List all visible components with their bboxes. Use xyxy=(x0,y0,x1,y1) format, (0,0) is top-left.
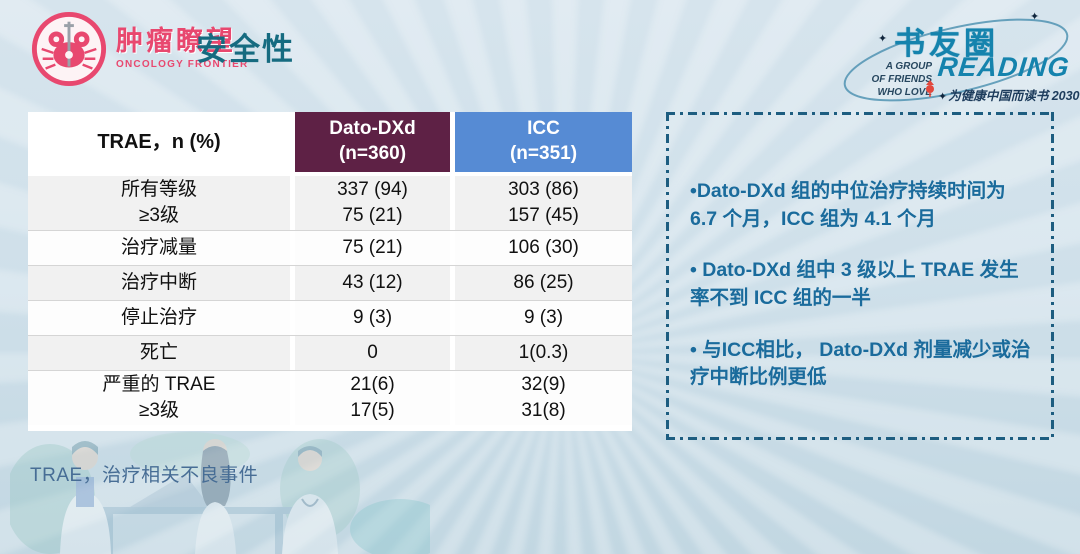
tagline-line: OF FRIENDS xyxy=(871,74,932,85)
table-row: 死亡 0 1(0.3) xyxy=(28,336,632,371)
cell-line: 75 (21) xyxy=(342,205,403,226)
cell-dato: 337 (94) 75 (21) xyxy=(295,176,450,230)
summary-panel: •Dato-DXd 组的中位治疗持续时间为 6.7 个月，ICC 组为 4.1 … xyxy=(666,112,1054,440)
cell-line: 死亡 xyxy=(139,342,178,363)
ellipse-swoosh-icon xyxy=(843,18,1069,102)
cell-line: 所有等级 xyxy=(120,179,197,200)
table-row: 治疗中断 43 (12) 86 (25) xyxy=(28,266,632,301)
cell-dato: 0 xyxy=(295,336,450,370)
sparkle-icon: ✦ xyxy=(1030,11,1040,23)
column-header-dato-dxd: Dato-DXd (n=360) xyxy=(295,112,450,172)
cell-line: 治疗减量 xyxy=(120,237,197,258)
cell-icc: 9 (3) xyxy=(455,301,632,335)
column-header-icc: ICC (n=351) xyxy=(455,112,632,172)
table-row: 治疗减量 75 (21) 106 (30) xyxy=(28,231,632,266)
cell-line: 17(5) xyxy=(350,400,395,421)
cell-line: 1(0.3) xyxy=(518,342,569,363)
sparkle-icon: ✦ xyxy=(938,91,948,103)
tagline-line: WHO LOVE xyxy=(877,87,932,98)
table-row: 所有等级 ≥3级 337 (94) 75 (21) 303 (86) 157 (… xyxy=(28,176,632,231)
table-row: 严重的 TRAE ≥3级 21(6) 17(5) 32(9) 31(8) xyxy=(28,371,632,425)
cell-line: 32(9) xyxy=(521,374,566,395)
cell-line: 43 (12) xyxy=(342,272,403,293)
logo-right-reading: READING xyxy=(936,52,1072,82)
cell-line: 106 (30) xyxy=(508,237,579,258)
column-header-line: (n=351) xyxy=(509,143,578,164)
row-label: 严重的 TRAE ≥3级 xyxy=(28,371,290,425)
panel-border-right xyxy=(1051,112,1054,440)
footnote: TRAE，治疗相关不良事件 xyxy=(30,465,259,486)
row-label: 停止治疗 xyxy=(28,301,290,335)
cell-line: 0 xyxy=(367,342,378,363)
cell-line: 严重的 TRAE xyxy=(102,374,216,395)
panel-border-left xyxy=(666,112,669,440)
cell-line: 31(8) xyxy=(521,400,566,421)
bullet-point: • 与ICC相比， Dato-DXd 剂量减少或治疗中断比例更低 xyxy=(690,338,1031,389)
column-header-line: ICC xyxy=(527,118,560,140)
cell-line: 303 (86) xyxy=(508,179,579,200)
reading-club-logo: ✦ ✦ 书友圈 A GROUP OF FRIENDS WHO LOVE READ… xyxy=(842,4,1080,104)
cell-dato: 43 (12) xyxy=(295,266,450,300)
column-header-line: (n=360) xyxy=(338,143,407,164)
lantern-icon xyxy=(926,80,934,97)
row-label: 治疗中断 xyxy=(28,266,290,300)
bullet-point: • Dato-DXd 组中 3 级以上 TRAE 发生率不到 ICC 组的一半 xyxy=(690,259,1019,310)
cell-icc: 86 (25) xyxy=(455,266,632,300)
panel-border-top xyxy=(666,112,1054,115)
cell-line: ≥3级 xyxy=(139,400,179,421)
table-header-row: TRAE，n (%) Dato-DXd (n=360) ICC (n=351) xyxy=(28,112,632,172)
logo-right-cn: 书友圈 xyxy=(894,26,999,61)
cell-dato: 9 (3) xyxy=(295,301,450,335)
cell-icc: 303 (86) 157 (45) xyxy=(455,176,632,230)
row-label: 治疗减量 xyxy=(28,231,290,265)
panel-content: •Dato-DXd 组的中位治疗持续时间为 6.7 个月，ICC 组为 4.1 … xyxy=(690,178,1038,416)
cell-icc: 32(9) 31(8) xyxy=(455,371,632,425)
cell-line: 9 (3) xyxy=(523,307,564,328)
cell-line: ≥3级 xyxy=(139,205,179,226)
panel-border-bottom xyxy=(666,437,1054,440)
crab-badge-icon xyxy=(31,11,107,87)
cell-dato: 21(6) 17(5) xyxy=(295,371,450,425)
column-header-line: Dato-DXd xyxy=(329,118,416,140)
cell-line: 治疗中断 xyxy=(120,272,197,293)
cell-line: 75 (21) xyxy=(342,237,403,258)
doctors-illustration xyxy=(10,432,430,554)
trae-table: TRAE，n (%) Dato-DXd (n=360) ICC (n=351) … xyxy=(28,112,632,431)
cell-icc: 106 (30) xyxy=(455,231,632,265)
cell-line: 86 (25) xyxy=(513,272,574,293)
sparkle-icon: ✦ xyxy=(878,33,888,45)
logo-name-cn: 肿瘤瞭望 xyxy=(116,26,236,56)
oncology-frontier-logo: 肿瘤瞭望 ONCOLOGY FRONTIER xyxy=(30,10,248,88)
table-row: 停止治疗 9 (3) 9 (3) xyxy=(28,301,632,336)
table-body: 所有等级 ≥3级 337 (94) 75 (21) 303 (86) 157 (… xyxy=(28,176,632,425)
cell-icc: 1(0.3) xyxy=(455,336,632,370)
cell-dato: 75 (21) xyxy=(295,231,450,265)
row-label: 死亡 xyxy=(28,336,290,370)
column-header-trae: TRAE，n (%) xyxy=(28,112,290,172)
page-title: 安全性 xyxy=(196,32,295,67)
cell-line: 21(6) xyxy=(350,374,395,395)
logo-right-slogan: ✦为健康中国而读书 2030 xyxy=(938,85,1080,104)
cell-line: 337 (94) xyxy=(337,179,408,200)
logo-name-en: ONCOLOGY FRONTIER xyxy=(116,59,249,70)
slogan-text: 为健康中国而读书 2030 xyxy=(948,89,1080,103)
cell-line: 停止治疗 xyxy=(120,307,197,328)
logo-right-tagline: A GROUP OF FRIENDS WHO LOVE xyxy=(842,60,932,99)
cell-line: 157 (45) xyxy=(508,205,579,226)
tagline-line: A GROUP xyxy=(885,61,932,72)
cell-line: 9 (3) xyxy=(352,307,393,328)
bullet-point: •Dato-DXd 组的中位治疗持续时间为 6.7 个月，ICC 组为 4.1 … xyxy=(690,180,1006,230)
row-label: 所有等级 ≥3级 xyxy=(28,176,290,230)
